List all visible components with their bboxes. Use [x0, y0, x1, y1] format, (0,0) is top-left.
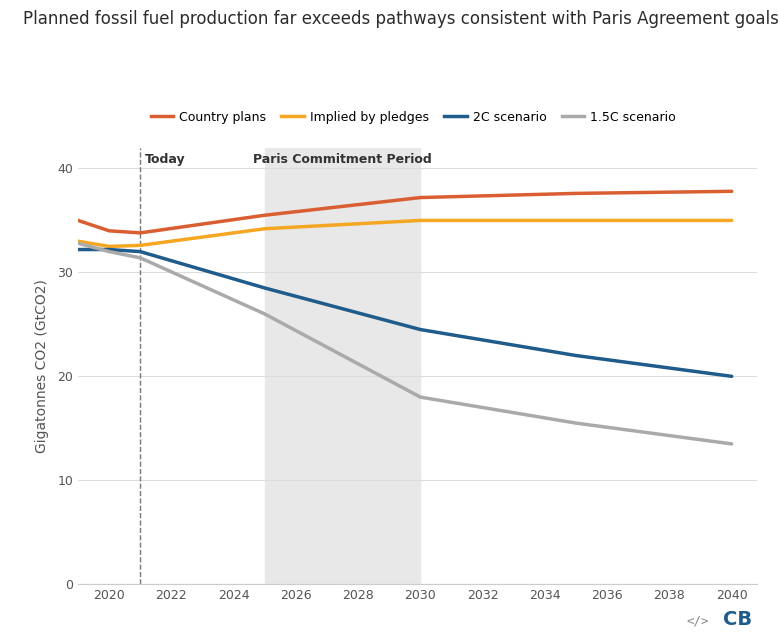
Bar: [264, 148, 420, 584]
Country plans: [572, 189, 581, 197]
Country plans: [105, 227, 114, 235]
Country plans: [260, 211, 269, 219]
2C scenario: [572, 352, 581, 360]
2C scenario: [105, 246, 114, 254]
1.5C scenario: [572, 419, 581, 427]
Country plans: [73, 216, 83, 224]
Country plans: [727, 187, 736, 195]
Implied by pledges: [105, 243, 114, 250]
Implied by pledges: [416, 216, 425, 224]
Legend: Country plans, Implied by pledges, 2C scenario, 1.5C scenario: Country plans, Implied by pledges, 2C sc…: [146, 106, 681, 129]
Text: CB: CB: [722, 610, 752, 629]
1.5C scenario: [260, 310, 269, 318]
Text: Today: Today: [145, 153, 186, 166]
Country plans: [416, 194, 425, 202]
Implied by pledges: [572, 216, 581, 224]
Line: Country plans: Country plans: [78, 191, 732, 233]
Line: 2C scenario: 2C scenario: [78, 250, 732, 376]
Line: Implied by pledges: Implied by pledges: [78, 220, 732, 247]
Implied by pledges: [727, 216, 736, 224]
Implied by pledges: [136, 241, 145, 249]
Implied by pledges: [73, 238, 83, 245]
2C scenario: [136, 248, 145, 256]
Y-axis label: Gigatonnes CO2 (GtCO2): Gigatonnes CO2 (GtCO2): [35, 279, 49, 453]
1.5C scenario: [416, 394, 425, 401]
2C scenario: [73, 246, 83, 254]
Text: Planned fossil fuel production far exceeds pathways consistent with Paris Agreem: Planned fossil fuel production far excee…: [23, 10, 779, 28]
1.5C scenario: [727, 440, 736, 447]
2C scenario: [260, 284, 269, 292]
1.5C scenario: [73, 239, 83, 247]
Country plans: [136, 229, 145, 237]
Implied by pledges: [260, 225, 269, 232]
2C scenario: [416, 325, 425, 333]
Text: Paris Commitment Period: Paris Commitment Period: [254, 153, 432, 166]
Line: 1.5C scenario: 1.5C scenario: [78, 243, 732, 444]
1.5C scenario: [136, 254, 145, 262]
2C scenario: [727, 372, 736, 380]
Text: </>: </>: [687, 615, 709, 628]
1.5C scenario: [105, 248, 114, 256]
